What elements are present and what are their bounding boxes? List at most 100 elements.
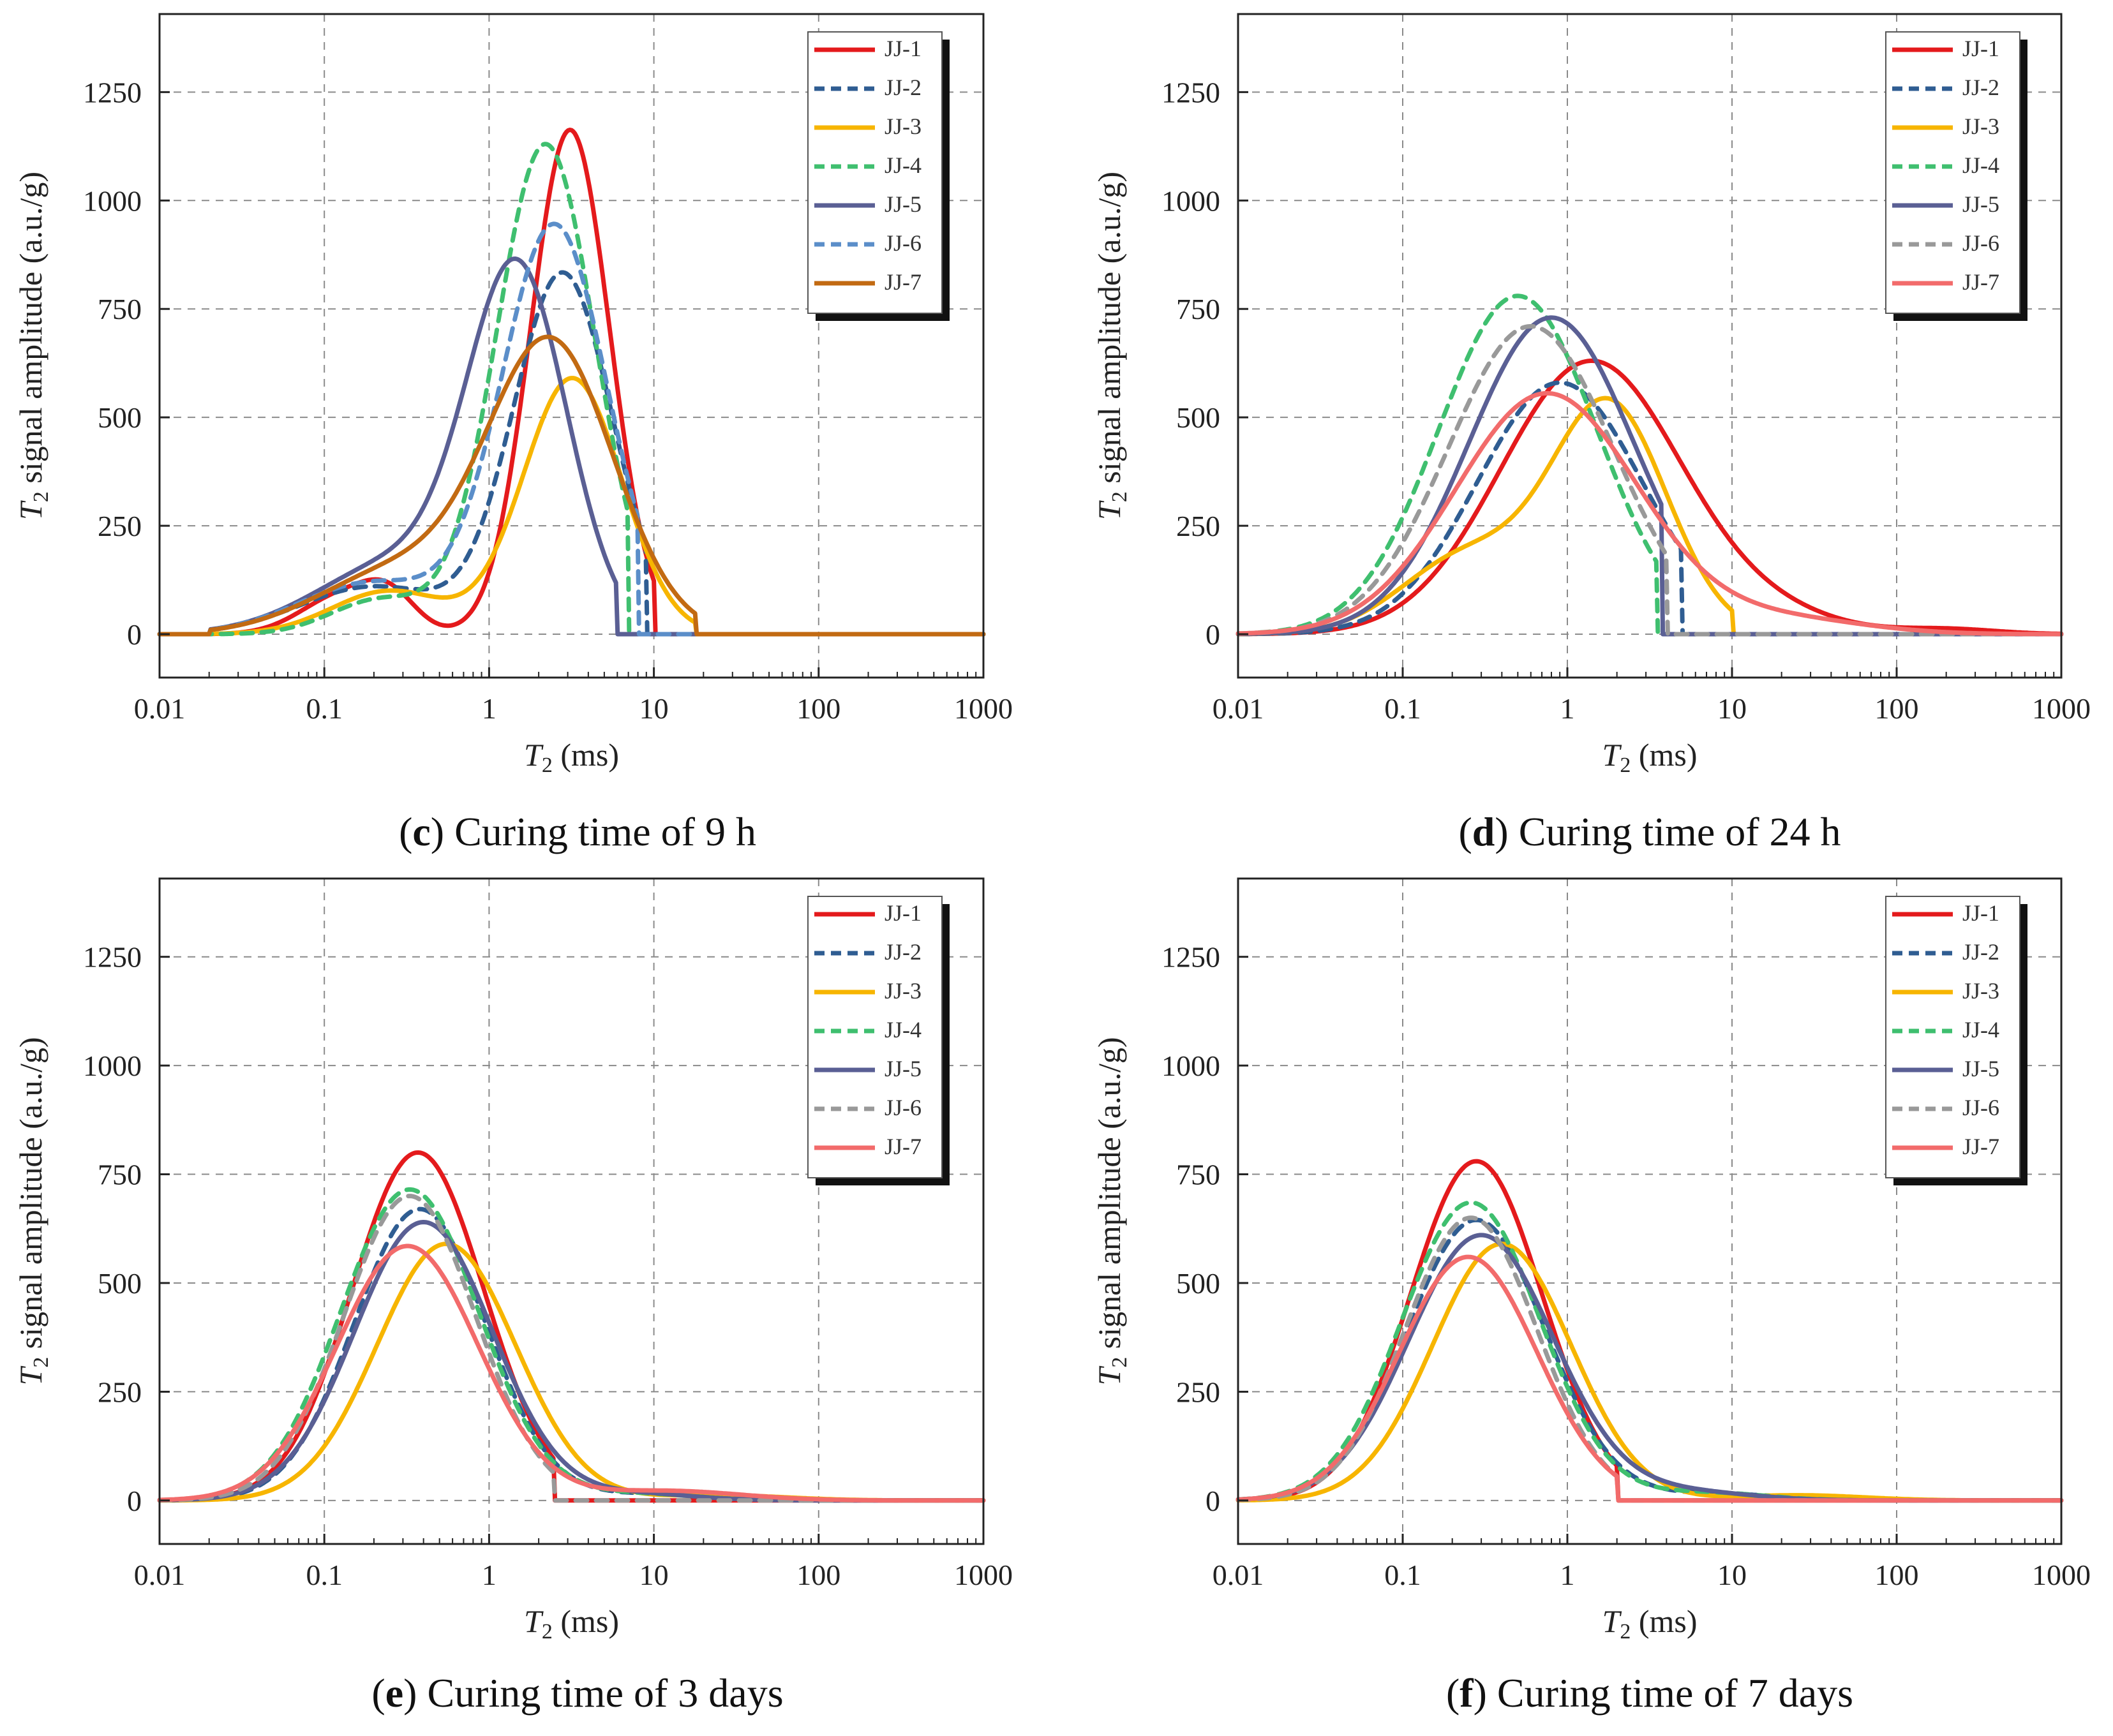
x-tick-label: 0.01 — [134, 692, 186, 725]
y-axis-label: T2 signal amplitude (a.u./g) — [13, 172, 53, 520]
panel-f: 0.01 0.1 1 10 100 1000 0 250 500 750 1000 1250 T2 (m… — [1091, 877, 2091, 1716]
series-lines — [1236, 1159, 2064, 1503]
y-tick-label: 500 — [1176, 1267, 1220, 1300]
x-ticks: 0.01 0.1 1 10 100 1000 — [134, 667, 1013, 725]
x-tick-label: 10 — [1717, 1559, 1747, 1591]
x-axis-label: T2 (ms) — [524, 1603, 619, 1643]
panel-d: 0.01 0.1 1 10 100 1000 0 250 500 750 1000 1250 T2 (m… — [1091, 13, 2091, 854]
x-tick-label: 100 — [796, 692, 840, 725]
legend: JJ-1 JJ-2 JJ-3 JJ-4 JJ-5 JJ-6 JJ-7 — [1885, 896, 2027, 1185]
legend-label-jj-1: JJ-1 — [1962, 36, 1999, 61]
x-tick-label: 1 — [482, 692, 497, 725]
y-tick-label: 0 — [127, 1485, 142, 1517]
legend-label-jj-2: JJ-2 — [885, 75, 922, 100]
y-tick-label: 0 — [1206, 1485, 1220, 1517]
y-axis-label: T2 signal amplitude (a.u./g) — [13, 1037, 53, 1385]
y-tick-label: 1250 — [83, 76, 142, 108]
y-axis-label: T2 signal amplitude (a.u./g) — [1091, 1037, 1131, 1385]
x-tick-label: 0.01 — [1213, 1559, 1264, 1591]
x-tick-label: 0.01 — [134, 1559, 186, 1591]
panel-caption: (d) Curing time of 24 h — [1458, 809, 1840, 854]
x-axis-label: T2 (ms) — [1602, 737, 1698, 777]
y-tick-label: 250 — [1176, 510, 1220, 542]
legend-label-jj-5: JJ-5 — [885, 1056, 922, 1081]
legend-label-jj-4: JJ-4 — [1962, 1017, 1999, 1042]
series-line-jj-3 — [157, 376, 986, 637]
panel-caption: (e) Curing time of 3 days — [371, 1670, 783, 1716]
y-ticks: 0 250 500 750 1000 1250 — [83, 76, 170, 651]
series-line-jj-5 — [1236, 315, 2064, 637]
legend-label-jj-4: JJ-4 — [885, 1017, 922, 1042]
panel-c: 0.01 0.1 1 10 100 1000 0 250 500 750 1000 1250 T2 (m… — [13, 13, 1013, 854]
x-tick-label: 0.1 — [306, 1559, 343, 1591]
y-tick-label: 500 — [98, 401, 142, 434]
y-tick-label: 1250 — [1161, 941, 1220, 974]
legend-box — [1885, 896, 2020, 1178]
y-tick-label: 250 — [98, 510, 142, 542]
y-tick-label: 750 — [98, 1159, 142, 1191]
x-tick-label: 0.01 — [1213, 692, 1264, 725]
legend: JJ-1 JJ-2 JJ-3 JJ-4 JJ-5 JJ-6 JJ-7 — [807, 31, 950, 321]
legend-label-jj-2: JJ-2 — [1962, 939, 1999, 965]
x-tick-label: 100 — [1875, 1559, 1919, 1591]
x-tick-label: 1 — [1560, 1559, 1575, 1591]
plot-frame — [1237, 877, 2063, 1545]
x-ticks: 0.01 0.1 1 10 100 1000 — [1213, 1534, 2091, 1591]
legend-label-jj-1: JJ-1 — [885, 900, 922, 926]
x-tick-label: 100 — [796, 1559, 840, 1591]
panel-caption: (c) Curing time of 9 h — [399, 809, 756, 854]
y-tick-label: 1000 — [1161, 184, 1220, 217]
legend-label-jj-7: JJ-7 — [1962, 1134, 1999, 1159]
x-tick-label: 1 — [1560, 692, 1575, 725]
x-tick-label: 10 — [639, 692, 669, 725]
legend-label-jj-4: JJ-4 — [1962, 152, 1999, 178]
x-tick-label: 10 — [639, 1559, 669, 1591]
legend-label-jj-1: JJ-1 — [885, 36, 922, 61]
panel-e: 0.01 0.1 1 10 100 1000 0 250 500 750 1000 1250 T2 (m… — [13, 877, 1013, 1716]
series-line-jj-1 — [1236, 359, 2064, 637]
y-tick-label: 1000 — [1161, 1050, 1220, 1082]
legend-label-jj-6: JJ-6 — [885, 1095, 922, 1120]
y-tick-label: 250 — [98, 1376, 142, 1408]
legend-label-jj-7: JJ-7 — [1962, 269, 1999, 295]
plot-frame — [158, 13, 985, 679]
legend-box — [807, 896, 943, 1178]
legend-label-jj-3: JJ-3 — [1962, 978, 1999, 1004]
y-tick-label: 1000 — [83, 1050, 142, 1082]
x-tick-label: 1 — [482, 1559, 497, 1591]
legend-label-jj-7: JJ-7 — [885, 269, 922, 295]
legend: JJ-1 JJ-2 JJ-3 JJ-4 JJ-5 JJ-6 JJ-7 — [807, 896, 950, 1185]
series-line-jj-5 — [1236, 1233, 2064, 1503]
y-tick-label: 500 — [1176, 401, 1220, 434]
y-tick-label: 750 — [1176, 1159, 1220, 1191]
series-line-jj-3 — [1236, 1242, 2064, 1503]
series-line-jj-7 — [1236, 1254, 2064, 1503]
legend-label-jj-6: JJ-6 — [1962, 230, 1999, 256]
series-lines — [1236, 293, 2064, 637]
x-axis-label: T2 (ms) — [524, 737, 619, 777]
x-tick-label: 0.1 — [1384, 692, 1421, 725]
legend-label-jj-7: JJ-7 — [885, 1134, 922, 1159]
legend-label-jj-5: JJ-5 — [885, 191, 922, 217]
series-line-jj-4 — [1236, 1200, 2064, 1503]
series-line-jj-2 — [1236, 1217, 2064, 1503]
y-tick-label: 1250 — [1161, 76, 1220, 108]
y-ticks: 0 250 500 750 1000 1250 — [83, 941, 170, 1517]
x-tick-label: 10 — [1717, 692, 1747, 725]
y-tick-label: 250 — [1176, 1376, 1220, 1408]
plot-frame — [1237, 13, 2063, 679]
x-tick-label: 1000 — [954, 1559, 1013, 1591]
series-line-jj-7 — [1236, 390, 2064, 637]
x-tick-label: 1000 — [954, 692, 1013, 725]
x-tick-label: 0.1 — [1384, 1559, 1421, 1591]
plot-frame — [158, 877, 985, 1545]
x-tick-label: 100 — [1875, 692, 1919, 725]
x-ticks: 0.01 0.1 1 10 100 1000 — [1213, 667, 2091, 725]
y-tick-label: 750 — [1176, 293, 1220, 325]
series-line-jj-6 — [1236, 1215, 2064, 1503]
y-tick-label: 1250 — [83, 941, 142, 974]
legend-box — [1885, 31, 2020, 314]
series-lines — [157, 1150, 986, 1503]
legend-label-jj-3: JJ-3 — [885, 114, 922, 139]
